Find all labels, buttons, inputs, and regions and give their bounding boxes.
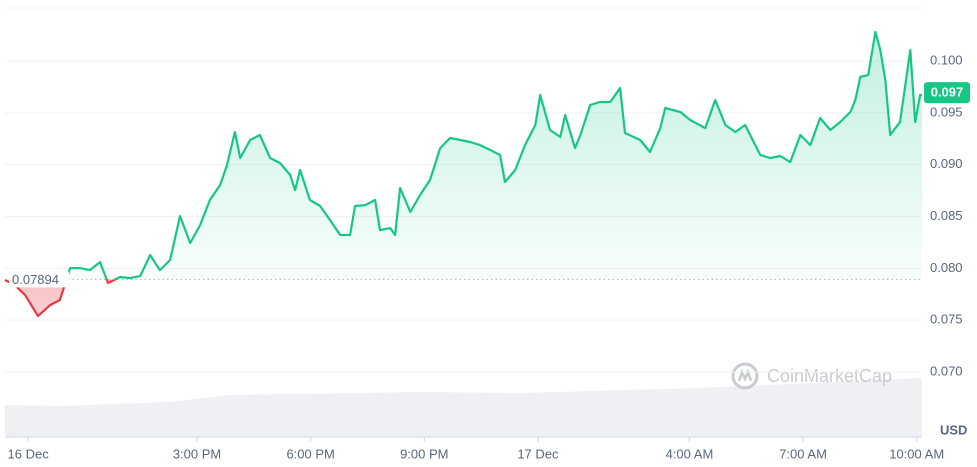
y-tick-label: 0.095 xyxy=(930,104,963,119)
price-line xyxy=(4,30,922,318)
watermark-logo xyxy=(731,362,759,390)
y-tick-label: 0.080 xyxy=(930,260,963,275)
y-tick-label: 0.070 xyxy=(930,363,963,378)
x-tick-label: 9:00 PM xyxy=(400,446,448,461)
x-tick-label: 7:00 AM xyxy=(779,446,827,461)
x-tick-label: 6:00 PM xyxy=(286,446,334,461)
x-tick-label: 17 Dec xyxy=(517,446,559,461)
x-tick-label: 4:00 AM xyxy=(666,446,714,461)
watermark: CoinMarketCap xyxy=(731,362,892,390)
y-tick-label: 0.075 xyxy=(930,312,963,327)
price-tag xyxy=(924,82,970,104)
watermark-text: CoinMarketCap xyxy=(767,366,892,386)
watermark-logo-mark xyxy=(737,368,753,383)
volume-area xyxy=(5,378,922,437)
baseline-label: 0.07894 xyxy=(12,272,59,287)
y-tick-label: 0.090 xyxy=(930,156,963,171)
area-fill xyxy=(5,31,922,317)
y-tick-label: 0.085 xyxy=(930,208,963,223)
price-tag-label: 0.097 xyxy=(931,85,964,100)
baseline-label-bg xyxy=(9,270,69,288)
x-tick-label: 10:00 AM xyxy=(889,446,944,461)
x-tick-label: 16 Dec xyxy=(8,446,50,461)
y-tick-label: 0.100 xyxy=(930,52,963,67)
x-tick-label: 3:00 PM xyxy=(173,446,221,461)
y-unit: USD xyxy=(940,422,967,437)
